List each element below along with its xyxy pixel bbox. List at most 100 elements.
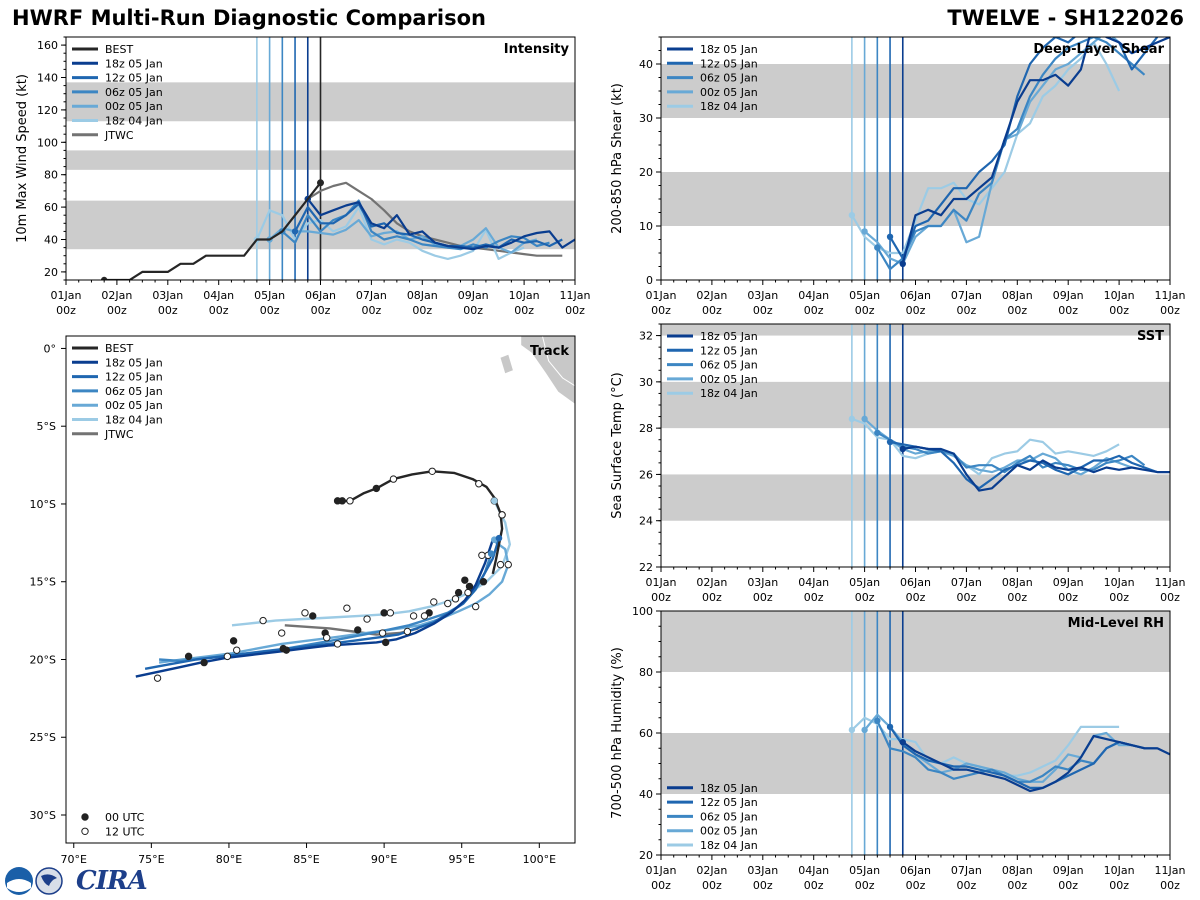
track-marker-00utc xyxy=(229,637,238,645)
x-tick-label-date: 03Jan xyxy=(152,289,183,302)
figure-title: HWRF Multi-Run Diagnostic Comparison xyxy=(12,6,487,30)
legend-label: 00z 05 Jan xyxy=(105,399,163,412)
land-border xyxy=(541,336,575,387)
lon-tick-label: 90°E xyxy=(371,853,397,866)
series-start-marker xyxy=(874,429,881,436)
series-line xyxy=(889,440,1158,490)
x-tick-label-date: 05Jan xyxy=(849,289,880,302)
x-tick-label-hour: 00z xyxy=(957,591,977,604)
track-marker-12utc xyxy=(428,467,436,476)
track-marker-00utc xyxy=(354,626,362,634)
track-marker-12utc xyxy=(278,629,286,637)
x-tick-label-hour: 00z xyxy=(702,304,722,317)
series-start-marker xyxy=(886,438,894,446)
legend-label: 00z 05 Jan xyxy=(700,373,758,386)
track-marker-00utc xyxy=(372,484,381,493)
y-tick-label: 28 xyxy=(639,422,653,435)
x-tick-label-date: 02Jan xyxy=(696,289,727,302)
y-tick-label: 60 xyxy=(44,201,58,214)
x-tick-label-hour: 00z xyxy=(855,304,875,317)
x-tick-label-hour: 00z xyxy=(906,304,926,317)
legend-label: 18z 05 Jan xyxy=(105,57,163,70)
y-tick-label: 40 xyxy=(639,58,653,71)
legend-label: 18z 05 Jan xyxy=(105,356,163,369)
lat-tick-label: 0° xyxy=(44,342,57,355)
x-tick-label-hour: 00z xyxy=(1160,304,1180,317)
legend-label: BEST xyxy=(105,342,133,355)
x-tick-label-hour: 00z xyxy=(1007,304,1027,317)
track-marker-12utc xyxy=(444,599,452,608)
y-tick-label: 40 xyxy=(639,788,653,801)
x-tick-label-hour: 00z xyxy=(1109,879,1129,892)
x-tick-label-date: 02Jan xyxy=(696,576,727,589)
panel-title: Track xyxy=(530,344,569,359)
legend-label: 12z 05 Jan xyxy=(105,72,163,85)
y-tick-label: 26 xyxy=(639,468,653,481)
shaded-band xyxy=(661,381,1170,429)
x-tick-label-date: 10Jan xyxy=(1104,289,1135,302)
x-tick-label-date: 11Jan xyxy=(1155,864,1186,877)
x-tick-label-hour: 00z xyxy=(565,304,585,317)
y-tick-label: 100 xyxy=(37,136,58,149)
panel-title: SST xyxy=(1137,329,1164,344)
series-start-marker xyxy=(848,415,856,423)
x-tick-label-date: 02Jan xyxy=(101,289,132,302)
track-marker-00utc xyxy=(200,658,208,667)
x-tick-label-hour: 00z xyxy=(514,304,534,317)
x-tick-label-date: 01Jan xyxy=(646,289,677,302)
x-tick-label-date: 06Jan xyxy=(900,289,931,302)
track-marker-12utc xyxy=(498,511,506,519)
track-marker-12utc xyxy=(464,588,472,597)
y-tick-label: 160 xyxy=(37,39,58,52)
x-tick-label-hour: 00z xyxy=(260,304,280,317)
series-start-marker xyxy=(100,276,108,280)
series-start-marker xyxy=(861,726,868,734)
series-start-marker xyxy=(861,415,868,423)
x-tick-label-hour: 00z xyxy=(906,879,926,892)
lat-tick-label: 10°S xyxy=(30,498,56,511)
panel-shear: 0 10 20 30 40 01Jan 00z 02Jan 00z 03Jan 00z 04Jan 00… xyxy=(610,36,1185,317)
y-tick-label: 100 xyxy=(632,605,653,618)
x-tick-label-date: 04Jan xyxy=(798,289,829,302)
lon-tick-label: 85°E xyxy=(293,853,319,866)
x-tick-label-date: 11Jan xyxy=(560,289,591,302)
x-tick-label-hour: 00z xyxy=(804,304,824,317)
legend-label: BEST xyxy=(105,43,133,56)
legend-label: 18z 04 Jan xyxy=(105,414,163,427)
legend-label: 06z 05 Jan xyxy=(105,86,163,99)
x-tick-label-hour: 00z xyxy=(702,591,722,604)
x-tick-label-hour: 00z xyxy=(362,304,382,317)
lon-tick-label: 95°E xyxy=(448,853,474,866)
legend-label: 12 UTC xyxy=(105,825,145,838)
x-tick-label-hour: 00z xyxy=(209,304,229,317)
series-line xyxy=(902,445,1170,492)
lon-tick-label: 80°E xyxy=(216,853,242,866)
legend-label: 12z 05 Jan xyxy=(700,344,758,357)
y-tick-label: 24 xyxy=(639,515,653,528)
series-start-marker xyxy=(848,212,856,219)
track-marker-12utc xyxy=(233,646,241,654)
x-tick-label-hour: 00z xyxy=(107,304,127,317)
legend-label: 18z 05 Jan xyxy=(700,782,758,795)
series-start-marker xyxy=(861,228,868,235)
y-tick-label: 20 xyxy=(44,266,58,279)
x-tick-label-date: 05Jan xyxy=(254,289,285,302)
track-marker-00utc xyxy=(461,576,469,584)
x-tick-label-hour: 00z xyxy=(651,879,671,892)
track-marker-12utc xyxy=(346,497,354,505)
series-line xyxy=(281,199,550,251)
x-tick-label-hour: 00z xyxy=(1058,879,1078,892)
x-tick-label-hour: 00z xyxy=(158,304,178,317)
series-start-marker xyxy=(874,244,881,251)
y-tick-label: 60 xyxy=(639,727,653,740)
x-tick-label-date: 10Jan xyxy=(1104,576,1135,589)
track-marker-12utc xyxy=(153,674,162,682)
x-tick-label-date: 10Jan xyxy=(1104,864,1135,877)
track-marker-12utc xyxy=(430,598,438,606)
x-tick-label-date: 07Jan xyxy=(951,289,982,302)
track-line xyxy=(144,537,501,670)
legend-label: 12z 05 Jan xyxy=(105,371,163,384)
x-tick-label-hour: 00z xyxy=(1007,879,1027,892)
